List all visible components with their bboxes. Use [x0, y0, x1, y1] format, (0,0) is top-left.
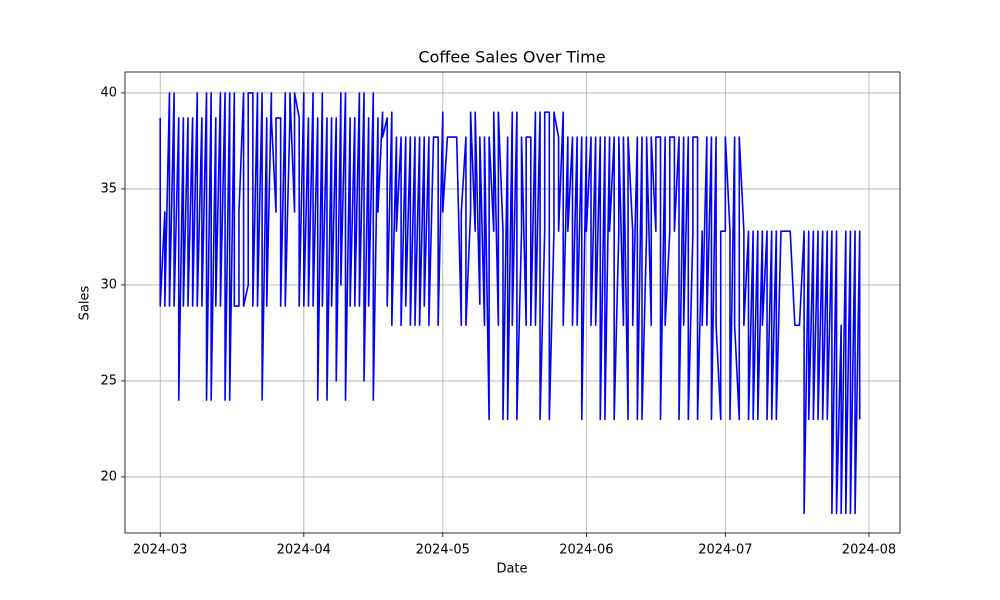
chart-title: Coffee Sales Over Time: [418, 48, 605, 67]
data-line: [159, 92, 861, 515]
x-tick-label: 2024-08: [842, 543, 896, 558]
axes-frame: [124, 71, 901, 534]
y-axis-label: Sales: [78, 285, 93, 320]
x-tick-label: 2024-03: [133, 543, 187, 558]
x-tick-label: 2024-07: [698, 543, 752, 558]
x-tick-label: 2024-04: [277, 543, 331, 558]
plot-area: [159, 92, 861, 515]
y-tick-label: 30: [100, 277, 117, 292]
y-tick-label: 20: [100, 469, 117, 484]
y-tick-label: 25: [100, 373, 117, 388]
x-tick-label: 2024-05: [416, 543, 470, 558]
y-tick-label: 40: [100, 85, 117, 100]
y-tick-label: 35: [100, 181, 117, 196]
x-axis-label: Date: [496, 562, 527, 577]
x-tick-label: 2024-06: [559, 543, 613, 558]
